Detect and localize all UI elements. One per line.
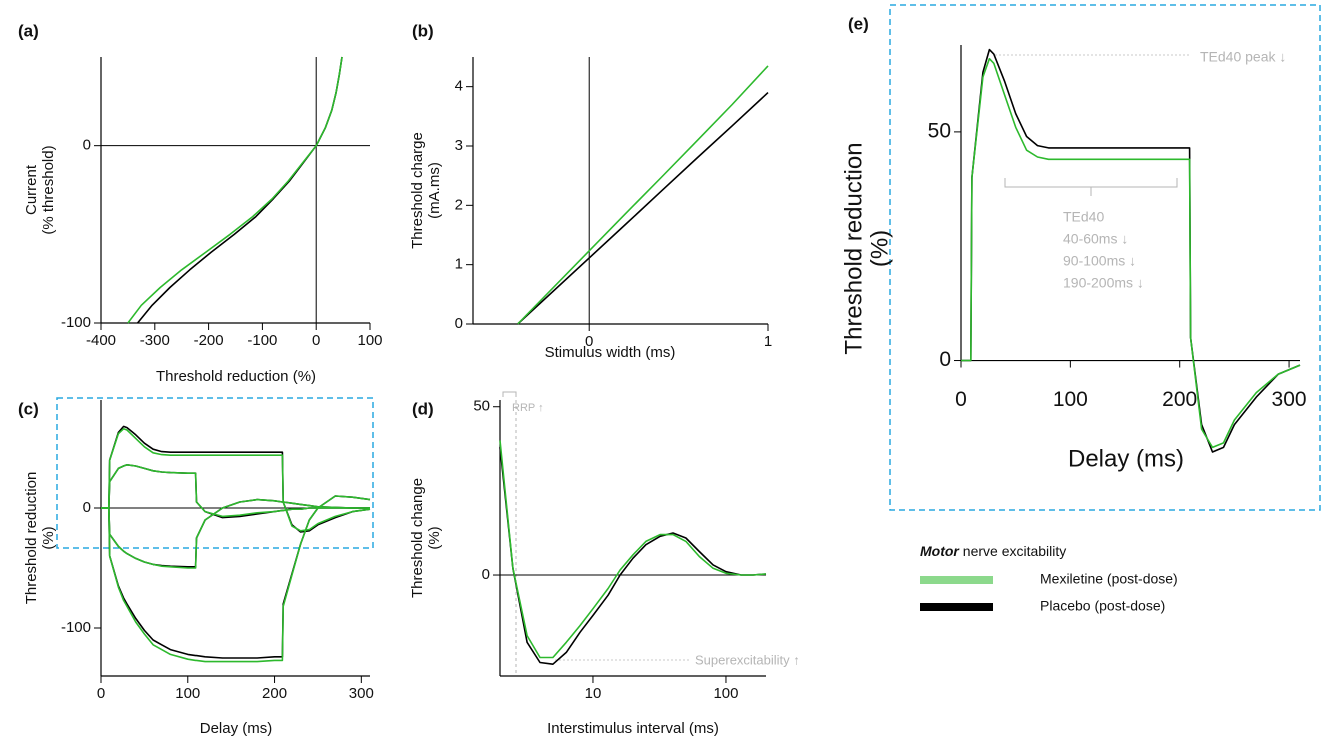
panel-label: (e) xyxy=(848,14,869,33)
series-line xyxy=(517,92,769,325)
panel-label: (b) xyxy=(412,21,434,40)
x-axis-label: Stimulus width (ms) xyxy=(545,344,676,361)
y-tick-label: 0 xyxy=(455,315,463,332)
y-axis-label: (%) xyxy=(40,526,57,549)
series-line xyxy=(101,464,370,519)
series-line xyxy=(101,498,370,568)
y-tick-label: 1 xyxy=(455,256,463,273)
annotation: TEd40 peak ↓ xyxy=(1200,49,1286,65)
zoom-box xyxy=(56,397,374,549)
y-tick-label: 0 xyxy=(83,499,91,516)
annotation: 90-100ms ↓ xyxy=(1063,253,1136,269)
y-axis-label: (mA.ms) xyxy=(426,162,443,219)
annotation: 190-200ms ↓ xyxy=(1063,275,1144,291)
legend-swatch xyxy=(920,603,993,611)
series-line xyxy=(101,428,371,532)
y-axis-label: Threshold charge xyxy=(409,132,426,249)
x-axis-label: Threshold reduction (%) xyxy=(156,368,316,385)
y-tick-label: 0 xyxy=(482,566,490,583)
legend-label: Mexiletine (post-dose) xyxy=(1040,571,1178,587)
series-line xyxy=(499,440,767,659)
x-tick-label: -200 xyxy=(194,332,224,349)
panel-label: (c) xyxy=(18,399,39,418)
x-tick-label: 0 xyxy=(955,388,967,411)
y-tick-label: 50 xyxy=(473,398,490,415)
panel-label: (a) xyxy=(18,21,39,40)
rrp-bracket xyxy=(502,391,517,397)
series-line xyxy=(136,56,343,324)
y-axis-label: Threshold reduction xyxy=(840,142,867,354)
zoom-box xyxy=(889,4,1321,511)
annotation: TEd40 xyxy=(1063,209,1104,225)
legend-title: Motor nerve excitability xyxy=(920,543,1066,559)
y-axis-label: Current xyxy=(23,164,40,215)
x-tick-label: -300 xyxy=(140,332,170,349)
x-axis-label: Interstimulus interval (ms) xyxy=(547,720,719,737)
x-tick-label: 300 xyxy=(349,685,374,702)
y-axis-label: (%) xyxy=(866,230,893,267)
legend-swatch xyxy=(920,576,993,584)
x-tick-label: 100 xyxy=(713,685,738,702)
x-tick-label: 300 xyxy=(1272,388,1307,411)
y-tick-label: 50 xyxy=(928,119,951,142)
series-line xyxy=(517,65,769,325)
x-tick-label: -400 xyxy=(86,332,116,349)
x-tick-label: 0 xyxy=(585,333,593,350)
x-tick-label: 100 xyxy=(1053,388,1088,411)
x-tick-label: -100 xyxy=(247,332,277,349)
x-tick-label: 0 xyxy=(312,332,320,349)
annotation: 40-60ms ↓ xyxy=(1063,231,1128,247)
y-tick-label: -100 xyxy=(61,619,91,636)
series-line xyxy=(127,56,343,324)
y-tick-label: 2 xyxy=(455,196,463,213)
ted40-bracket xyxy=(1004,178,1178,196)
x-tick-label: 1 xyxy=(764,333,772,350)
y-axis-label: (%) xyxy=(426,526,443,549)
series-line xyxy=(101,498,370,569)
y-tick-label: 4 xyxy=(455,78,463,95)
legend-title-rest: nerve excitability xyxy=(963,543,1067,559)
annotation: Superexcitability ↑ xyxy=(695,652,800,667)
x-tick-label: 100 xyxy=(175,685,200,702)
x-tick-label: 200 xyxy=(1162,388,1197,411)
x-tick-label: 10 xyxy=(585,685,602,702)
series-line xyxy=(961,57,1301,449)
x-tick-label: 0 xyxy=(97,685,105,702)
x-axis-label: Delay (ms) xyxy=(200,720,273,737)
legend-title-bold: Motor xyxy=(920,543,960,559)
x-tick-label: 200 xyxy=(262,685,287,702)
y-axis-label: Threshold reduction xyxy=(23,472,40,605)
series-line xyxy=(961,48,1301,453)
y-axis-label: (% threshold) xyxy=(40,145,57,234)
y-tick-label: 0 xyxy=(83,137,91,154)
y-tick-label: 3 xyxy=(455,137,463,154)
series-line xyxy=(101,464,370,518)
series-line xyxy=(499,447,767,665)
y-tick-label: -100 xyxy=(61,314,91,331)
legend-label: Placebo (post-dose) xyxy=(1040,598,1165,614)
x-tick-label: 100 xyxy=(357,332,382,349)
panel-label: (d) xyxy=(412,399,434,418)
y-tick-label: 0 xyxy=(939,348,951,371)
annotation: RRP ↑ xyxy=(512,402,544,414)
series-line xyxy=(101,495,371,663)
y-axis-label: Threshold change xyxy=(409,478,426,598)
x-axis-label: Delay (ms) xyxy=(1068,445,1184,472)
